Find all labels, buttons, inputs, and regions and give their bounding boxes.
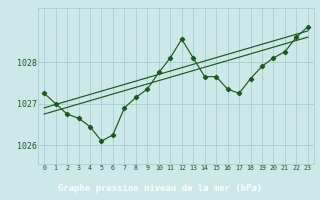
Text: Graphe pression niveau de la mer (hPa): Graphe pression niveau de la mer (hPa) <box>58 184 262 193</box>
